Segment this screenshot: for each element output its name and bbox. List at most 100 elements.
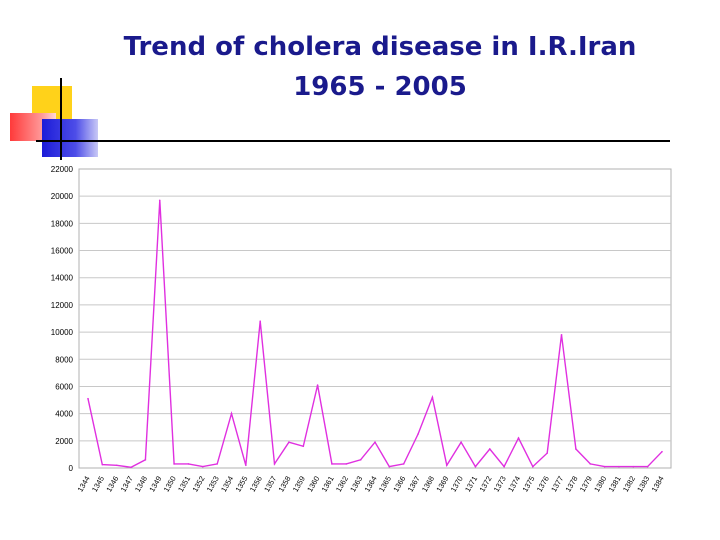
x-tick-label: 1344: [76, 475, 92, 494]
x-tick-label: 1372: [477, 475, 493, 494]
x-tick-label: 1358: [276, 475, 292, 494]
data-point: [158, 199, 161, 202]
x-tick-label: 1382: [621, 475, 637, 494]
data-point: [474, 465, 477, 468]
data-point: [302, 445, 305, 448]
x-tick-label: 1376: [535, 475, 551, 494]
x-tick-label: 1349: [147, 475, 163, 494]
data-point: [230, 412, 233, 415]
x-tick-label: 1364: [363, 475, 379, 494]
x-tick-label: 1378: [563, 475, 579, 494]
data-point: [646, 465, 649, 468]
x-tick-label: 1363: [348, 475, 364, 494]
x-tick-label: 1352: [190, 475, 206, 494]
data-point: [575, 448, 577, 450]
y-tick-label: 22000: [51, 165, 74, 174]
data-point: [431, 396, 434, 399]
x-tick-label: 1353: [205, 475, 221, 494]
x-tick-label: 1383: [635, 475, 651, 494]
data-point: [259, 320, 262, 323]
x-tick-label: 1346: [104, 475, 120, 494]
plot-area: [78, 168, 672, 469]
x-tick-label: 1360: [305, 475, 321, 494]
y-tick-label: 0: [69, 464, 74, 473]
y-tick-label: 4000: [55, 410, 73, 419]
data-point: [388, 465, 391, 468]
data-point: [359, 459, 362, 461]
decor-vertical-line: [60, 78, 62, 160]
y-tick-label: 14000: [51, 274, 74, 283]
decor-horizontal-line: [36, 140, 670, 142]
x-tick-label: 1380: [592, 475, 608, 494]
data-point: [288, 441, 290, 443]
data-point: [632, 465, 635, 468]
x-tick-label: 1381: [607, 475, 623, 494]
x-tick-label: 1368: [420, 475, 436, 494]
data-point: [273, 463, 276, 465]
data-point: [417, 433, 419, 435]
x-tick-label: 1354: [219, 475, 235, 494]
x-tick-label: 1371: [463, 475, 479, 494]
data-point: [245, 464, 247, 467]
series-group: [87, 199, 663, 469]
data-point: [87, 397, 89, 400]
x-tick-label: 1377: [549, 475, 565, 494]
x-tick-label: 1369: [434, 475, 450, 494]
x-tick-label: 1374: [506, 475, 522, 494]
gridlines: [79, 195, 671, 442]
data-point: [316, 384, 319, 386]
y-tick-label: 20000: [51, 192, 74, 201]
x-tick-label: 1365: [377, 475, 393, 494]
x-tick-label: 1356: [248, 475, 264, 494]
x-tick-label: 1351: [176, 475, 192, 494]
data-point: [115, 464, 118, 467]
x-tick-label: 1357: [262, 475, 278, 494]
y-tick-label: 18000: [51, 219, 74, 228]
y-axis-ticks: 0 2000 4000 6000 8000 10000 12000 14000 16000 180…: [51, 165, 74, 473]
data-point: [460, 441, 462, 443]
data-point: [560, 334, 563, 336]
data-point: [402, 463, 405, 465]
data-point: [345, 463, 348, 465]
x-tick-label: 1367: [406, 475, 422, 494]
x-tick-label: 1348: [133, 475, 149, 494]
y-tick-label: 2000: [55, 437, 73, 446]
data-point: [445, 464, 448, 467]
x-tick-label: 1355: [233, 475, 249, 494]
x-tick-label: 1375: [520, 475, 536, 494]
y-tick-label: 10000: [51, 328, 74, 337]
data-point: [331, 463, 333, 465]
data-point: [546, 452, 548, 454]
x-tick-label: 1373: [492, 475, 508, 494]
slide-title-line1: Trend of cholera disease in I.R.Iran: [123, 32, 637, 62]
x-tick-label: 1345: [90, 475, 106, 494]
data-point: [603, 465, 606, 468]
x-tick-label: 1370: [449, 475, 465, 494]
data-point: [661, 450, 663, 453]
data-point: [374, 441, 376, 443]
x-tick-label: 1379: [578, 475, 594, 494]
data-point: [589, 463, 592, 465]
y-tick-label: 12000: [51, 301, 74, 310]
data-point: [130, 466, 132, 469]
data-point: [489, 448, 491, 450]
data-point: [503, 465, 505, 468]
data-point: [101, 463, 104, 466]
data-point: [216, 463, 218, 465]
x-tick-label: 1361: [320, 475, 336, 494]
x-tick-label: 1366: [391, 475, 407, 494]
data-point: [187, 463, 190, 465]
y-tick-label: 8000: [55, 355, 73, 364]
y-tick-label: 6000: [55, 382, 73, 391]
data-point: [173, 463, 175, 465]
data-point: [618, 465, 620, 468]
decor-blue-square: [42, 119, 98, 157]
x-tick-label: 1350: [162, 475, 178, 494]
slide-title-line2: 1965 - 2005: [293, 72, 467, 102]
x-tick-label: 1347: [119, 475, 135, 494]
x-tick-label: 1362: [334, 475, 350, 494]
y-tick-label: 16000: [51, 247, 74, 256]
x-axis-ticks: 1344134513461347134813491350135113521353…: [76, 475, 666, 494]
x-tick-label: 1359: [291, 475, 307, 494]
